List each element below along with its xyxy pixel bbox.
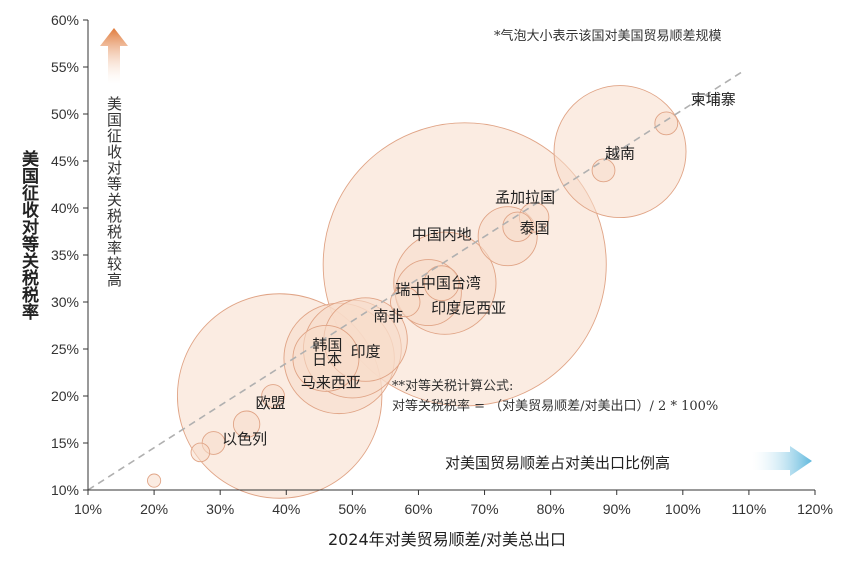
x-tick-label: 80% (537, 501, 565, 517)
y-tick-label: 35% (51, 247, 79, 263)
right-arrow-icon (752, 446, 812, 476)
up-arrow-icon (100, 28, 128, 84)
x-tick-label: 50% (338, 501, 366, 517)
bubble-unlabeled (190, 442, 211, 463)
data-label: 日本 (312, 350, 342, 368)
data-label: 欧盟 (256, 394, 286, 412)
up-arrow-label: 美国征收对等关税税率较高 (105, 96, 123, 288)
x-tick-label: 110% (732, 501, 767, 517)
y-tick-label: 45% (51, 153, 79, 169)
x-tick-label: 20% (140, 501, 168, 517)
data-label: 中国内地 (412, 225, 472, 243)
data-label: 马来西亚 (301, 373, 361, 391)
data-label: 韩国 (312, 336, 342, 354)
y-tick-label: 40% (51, 200, 79, 216)
data-label: 以色列 (222, 430, 267, 448)
x-tick-label: 60% (404, 501, 432, 517)
x-tick-label: 90% (603, 501, 631, 517)
data-label: 中国台湾 (421, 274, 481, 292)
y-tick-label: 60% (51, 12, 79, 28)
y-tick-label: 20% (51, 388, 79, 404)
x-tick-label: 100% (665, 501, 701, 517)
x-tick-label: 30% (206, 501, 234, 517)
x-tick-label: 120% (797, 501, 833, 517)
bubble-size-note: *气泡大小表示该国对美国贸易顺差规模 (494, 29, 722, 44)
y-tick-label: 50% (51, 106, 79, 122)
bubble-unlabeled (147, 473, 162, 488)
bubble-以色列 (232, 410, 261, 438)
x-tick-label: 10% (74, 501, 102, 517)
bubble-印度尼西亚 (423, 265, 460, 302)
y-axis-title: 美国征收对等关税税率 (18, 150, 38, 320)
x-axis-title: 2024年对美贸易顺差/对美总出口 (327, 530, 567, 549)
y-tick-label: 10% (51, 482, 79, 498)
data-label: 越南 (605, 145, 635, 163)
data-label: 孟加拉国 (495, 188, 555, 206)
trend-line (87, 71, 743, 491)
right-arrow-label: 对美国贸易顺差占对美出口比例高 (445, 454, 671, 472)
x-tick-label: 40% (272, 501, 300, 517)
bubble-unlabeled (261, 384, 285, 408)
y-tick-label: 55% (51, 59, 79, 75)
y-tick-label: 25% (51, 341, 79, 357)
formula-title: **对等关税计算公式: (392, 379, 514, 394)
bubble-unlabeled (502, 211, 533, 243)
formula-text: 对等关税税率 = （对美贸易顺差/对美出口）/ 2 * 100% (392, 399, 719, 414)
data-label: 瑞士 (395, 281, 425, 299)
y-tick-label: 15% (51, 435, 79, 451)
data-label: 柬埔寨 (691, 90, 736, 108)
bubble-越南 (553, 85, 687, 219)
bubble-柬埔寨 (654, 111, 679, 136)
x-tick-label: 70% (471, 501, 499, 517)
data-label: 泰国 (520, 219, 550, 237)
data-label: 印度 (351, 343, 381, 361)
y-tick-label: 30% (51, 294, 79, 310)
data-label: 印度尼西亚 (431, 299, 506, 317)
data-label: 南非 (373, 307, 403, 325)
